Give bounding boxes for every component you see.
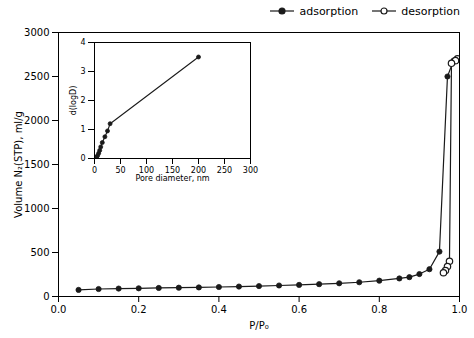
svg-text:500: 500 <box>30 247 49 258</box>
html-text:adsorption: adsorption <box>299 4 359 18</box>
svg-text:300: 300 <box>243 166 258 175</box>
svg-text:100: 100 <box>138 166 155 176</box>
svg-text:Pore diameter, nm: Pore diameter, nm <box>135 174 209 183</box>
html-text:desorption: desorption <box>401 4 460 18</box>
svg-text:0: 0 <box>92 166 97 175</box>
svg-text:250: 250 <box>217 166 232 175</box>
svg-text:1500: 1500 <box>24 159 49 170</box>
svg-text:0.8: 0.8 <box>371 304 387 315</box>
svg-text:200: 200 <box>190 166 207 176</box>
svg-text:P/P₀: P/P₀ <box>249 320 268 331</box>
svg-text:2500: 2500 <box>24 71 49 82</box>
svg-text:2: 2 <box>80 96 85 105</box>
svg-text:0.6: 0.6 <box>291 304 307 315</box>
svg-text:0.2: 0.2 <box>131 304 147 315</box>
svg-text:d(logD): d(logD) <box>69 86 78 116</box>
svg-text:3000: 3000 <box>24 27 49 38</box>
svg-text:Volume N₂(STP), ml/g: Volume N₂(STP), ml/g <box>13 111 24 218</box>
svg-text:50: 50 <box>115 166 125 175</box>
svg-text:0.4: 0.4 <box>211 304 227 315</box>
svg-text:0: 0 <box>43 291 49 302</box>
svg-text:1.0: 1.0 <box>452 304 468 315</box>
svg-text:3: 3 <box>80 67 85 76</box>
svg-text:0: 0 <box>80 154 85 163</box>
svg-text:1000: 1000 <box>24 203 49 214</box>
svg-text:0.0: 0.0 <box>51 304 67 315</box>
svg-text:2000: 2000 <box>24 115 49 126</box>
svg-text:150: 150 <box>164 166 181 176</box>
svg-text:1: 1 <box>80 125 85 134</box>
svg-text:4: 4 <box>80 38 85 47</box>
